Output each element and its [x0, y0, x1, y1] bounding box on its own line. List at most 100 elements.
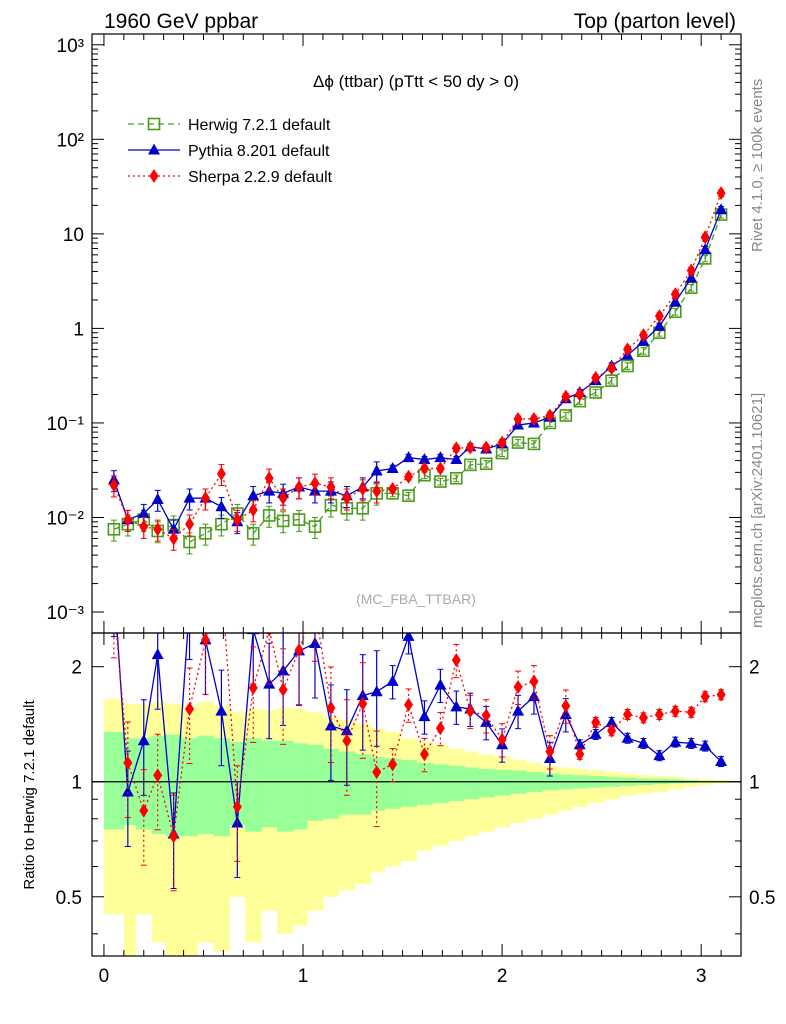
y-tick-label: 10⁻³ [47, 603, 85, 624]
data-point [215, 500, 228, 512]
ratio-data-point [434, 678, 447, 690]
ratio-series-1 [110, 633, 726, 892]
data-point [479, 457, 493, 471]
x-tick-label: 2 [497, 966, 508, 987]
legend-label: Sherpa 2.2.9 default [188, 169, 333, 186]
ratio-data-point [512, 704, 525, 716]
uncertainty-band-1sigma [416, 762, 433, 805]
data-point [151, 492, 164, 504]
ratio-data-point [435, 721, 445, 736]
ratio-data-point [589, 727, 602, 739]
data-point [419, 461, 429, 476]
data-point [183, 491, 196, 503]
data-point [481, 440, 491, 455]
ratio-data-point [278, 682, 288, 697]
ratio-data-point [151, 648, 164, 660]
ratio-data-point [418, 710, 431, 722]
data-point [185, 517, 195, 532]
data-point [434, 475, 447, 488]
ratio-data-point [404, 697, 414, 712]
data-point [246, 527, 260, 540]
data-point [388, 482, 398, 497]
x-tick-label: 1 [298, 966, 309, 987]
data-point [109, 478, 119, 493]
series-line [113, 214, 722, 543]
data-point [591, 370, 601, 385]
ratio-ylabel: Ratio to Herwig 7.2.1 default [21, 700, 38, 890]
ratio-data-point [184, 599, 196, 610]
legend-marker [147, 117, 161, 131]
ratio-data-point [637, 736, 650, 748]
ratio-data-point [654, 707, 664, 722]
data-point [308, 520, 322, 533]
uncertainty-band-1sigma [448, 765, 465, 802]
uncertainty-band-1sigma [307, 744, 324, 821]
uncertainty-band-1sigma [432, 764, 449, 803]
ratio-y-tick-label-right: 1 [749, 773, 760, 794]
ratio-data-point [669, 735, 682, 747]
data-point [169, 531, 179, 546]
data-point [700, 230, 710, 245]
y-tick-label: 10 [63, 225, 84, 246]
series-2 [109, 186, 726, 551]
data-point [638, 328, 648, 343]
ratio-data-point [451, 653, 461, 668]
legend-label: Pythia 8.201 default [188, 143, 330, 160]
data-point [326, 480, 336, 495]
ratio-data-point [232, 799, 242, 814]
ratio-data-point [591, 715, 601, 730]
y-tick-label: 1 [73, 319, 84, 340]
data-point [183, 535, 196, 549]
data-point [107, 522, 121, 536]
ratio-data-point [465, 704, 475, 719]
main-title: Δϕ (ttbar) (pTtt < 50 dy > 0) [313, 72, 519, 91]
data-point [264, 471, 274, 486]
ratio-data-point [185, 701, 195, 716]
uncertainty-band-1sigma [277, 740, 294, 832]
data-point [623, 342, 633, 357]
header-left: 1960 GeV ppbar [104, 10, 258, 33]
uncertainty-band-1sigma [213, 738, 230, 837]
data-point [654, 309, 664, 324]
data-point [167, 522, 180, 534]
data-point [621, 359, 634, 373]
legend-marker [148, 143, 160, 155]
uncertainty-band-1sigma [322, 748, 340, 819]
ratio-data-point [513, 679, 523, 694]
ratio-data-point [573, 738, 586, 750]
ratio-series-line [115, 633, 722, 837]
ratio-data-point [638, 710, 648, 725]
data-point [292, 513, 306, 526]
data-point [529, 412, 539, 427]
ratio-data-point [372, 765, 382, 780]
data-point [451, 441, 461, 456]
data-point [589, 386, 602, 399]
ratio-data-point [153, 768, 163, 783]
data-point [605, 374, 618, 387]
rivet-label: Rivet 4.1.0, ≥ 100k events [749, 79, 766, 252]
data-point [402, 489, 415, 502]
data-point [402, 451, 415, 463]
main-panel: 10⁻³ 10⁻² 10⁻¹ 1 10 10² 10³ [47, 33, 742, 634]
ratio-data-point [402, 633, 415, 641]
data-point [450, 453, 463, 465]
data-point [294, 480, 304, 495]
data-point [123, 512, 133, 527]
header-right: Top (parton level) [574, 10, 736, 33]
ratio-data-point [248, 680, 258, 695]
data-point [310, 476, 320, 491]
data-point [248, 502, 258, 517]
ratio-y-tick-label: 2 [71, 658, 82, 679]
uncertainty-band-1sigma [103, 731, 125, 830]
data-point [372, 484, 382, 499]
data-point [450, 471, 463, 485]
uncertainty-band-1sigma [245, 738, 262, 832]
ratio-data-point [653, 749, 666, 761]
data-point [358, 482, 368, 497]
ratio-data-point [715, 754, 728, 766]
data-point [342, 491, 352, 506]
ratio-data-point [358, 696, 368, 711]
ratio-data-point [121, 785, 134, 797]
data-point [575, 387, 585, 402]
data-point [513, 412, 523, 427]
